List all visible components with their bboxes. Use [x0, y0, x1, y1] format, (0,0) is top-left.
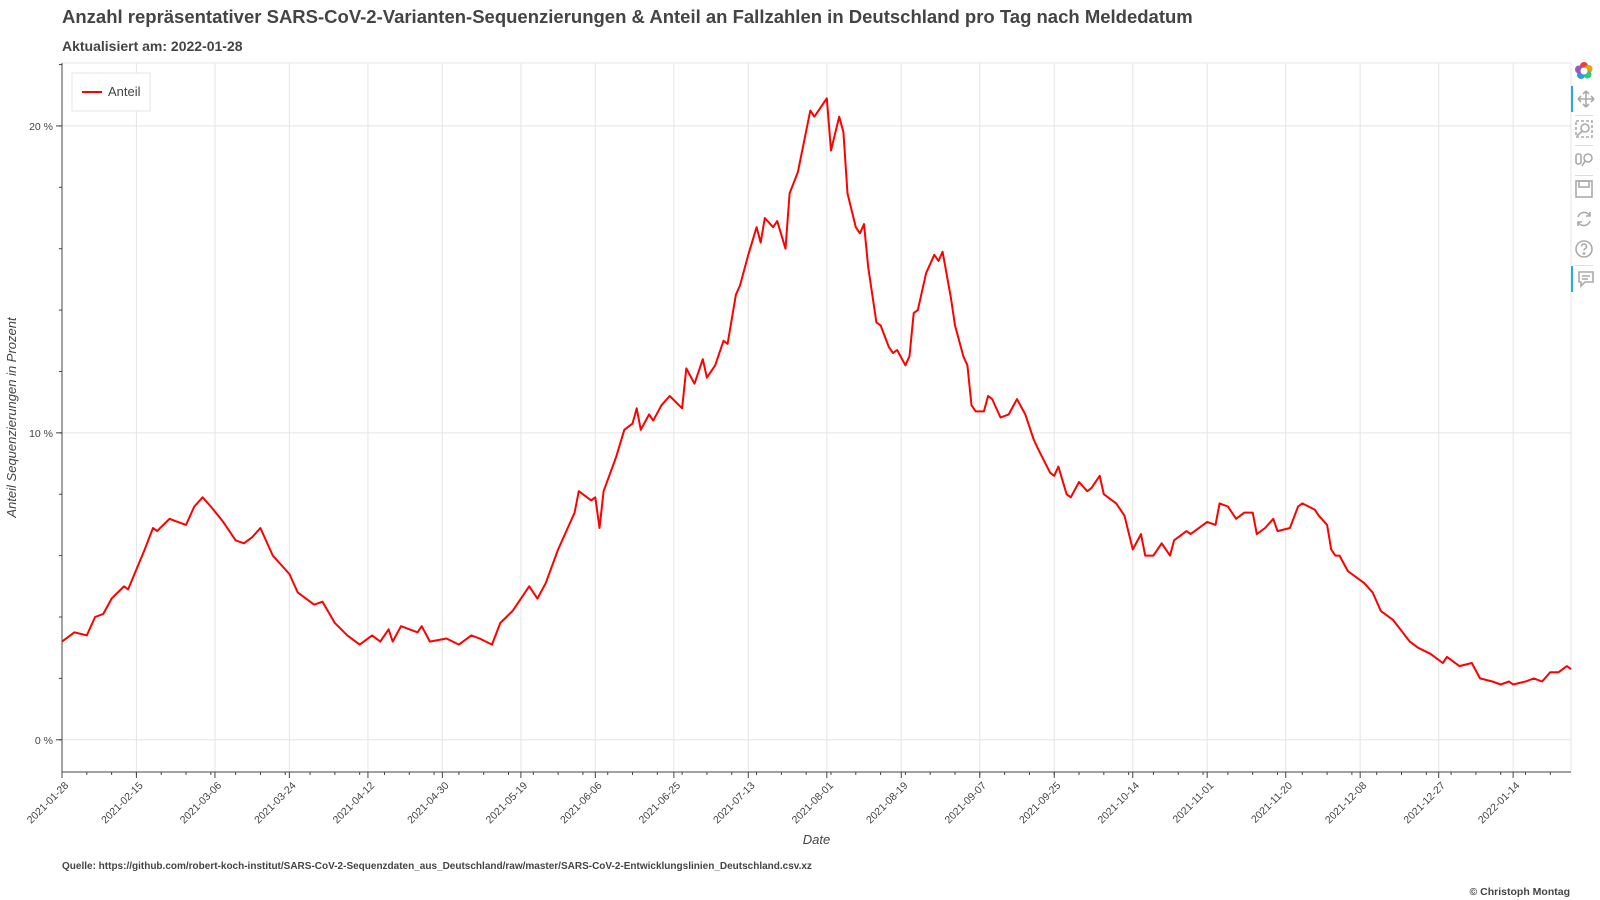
chart-subtitle: Aktualisiert am: 2022-01-28	[62, 38, 243, 54]
x-tick-label: 2021-06-06	[558, 780, 605, 827]
plot-frame	[61, 62, 1572, 773]
bokeh-logo-icon[interactable]	[1571, 58, 1597, 84]
y-tick-label: 0 %	[35, 735, 53, 747]
chart-title: Anzahl repräsentativer SARS-CoV-2-Varian…	[62, 6, 1193, 27]
legend: Anteil	[71, 72, 151, 112]
x-tick-label: 2021-02-15	[99, 780, 146, 827]
copyright-note: © Christoph Montag	[1469, 886, 1570, 898]
x-tick-label: 2021-03-06	[178, 780, 225, 827]
help-tool-icon[interactable]	[1571, 236, 1597, 262]
x-tick-label: 2021-11-01	[1170, 780, 1216, 826]
x-tick-label: 2021-09-07	[943, 780, 990, 827]
axes: 2021-01-28 2021-02-15 2021-03-06 2021-03-24…	[4, 63, 1571, 847]
x-tick-label: 2021-11-20	[1249, 780, 1295, 826]
x-tick-label: 2021-07-13	[711, 780, 758, 827]
box-zoom-tool-icon[interactable]	[1571, 116, 1597, 142]
series-line-anteil	[61, 97, 1572, 686]
source-note: Quelle: https://github.com/robert-koch-i…	[62, 861, 812, 872]
pan-tool-icon[interactable]	[1571, 86, 1599, 112]
reset-tool-icon[interactable]	[1571, 206, 1597, 232]
x-tick-label: 2021-12-27	[1401, 780, 1448, 827]
x-tick-label: 2021-08-01	[790, 780, 837, 827]
hover-tool-icon[interactable]	[1571, 266, 1599, 292]
x-tick-label: 2021-09-25	[1017, 780, 1064, 827]
legend-label: Anteil	[108, 84, 141, 99]
plot-area	[61, 97, 1572, 686]
y-tick-label: 20 %	[29, 121, 53, 133]
x-tick-label: 2021-04-12	[331, 780, 378, 827]
grid-lines	[61, 62, 1572, 773]
save-tool-icon[interactable]	[1571, 176, 1597, 202]
x-tick-label: 2022-01-14	[1476, 780, 1523, 827]
x-axis-label: Date	[803, 832, 830, 847]
x-tick-label: 2021-01-28	[25, 780, 72, 827]
x-tick-label: 2021-03-24	[252, 780, 299, 827]
x-tick-label: 2021-05-19	[484, 780, 531, 827]
x-tick-label: 2021-06-25	[637, 780, 684, 827]
x-tick-label: 2021-04-30	[405, 780, 452, 827]
y-tick-label: 10 %	[29, 428, 53, 440]
wheel-zoom-tool-icon[interactable]	[1571, 146, 1597, 172]
y-axis-label: Anteil Sequenzierungen in Prozent	[4, 316, 19, 519]
x-tick-label: 2021-08-19	[864, 780, 911, 827]
x-tick-label: 2021-10-14	[1096, 780, 1143, 827]
x-tick-label: 2021-12-08	[1323, 780, 1370, 827]
